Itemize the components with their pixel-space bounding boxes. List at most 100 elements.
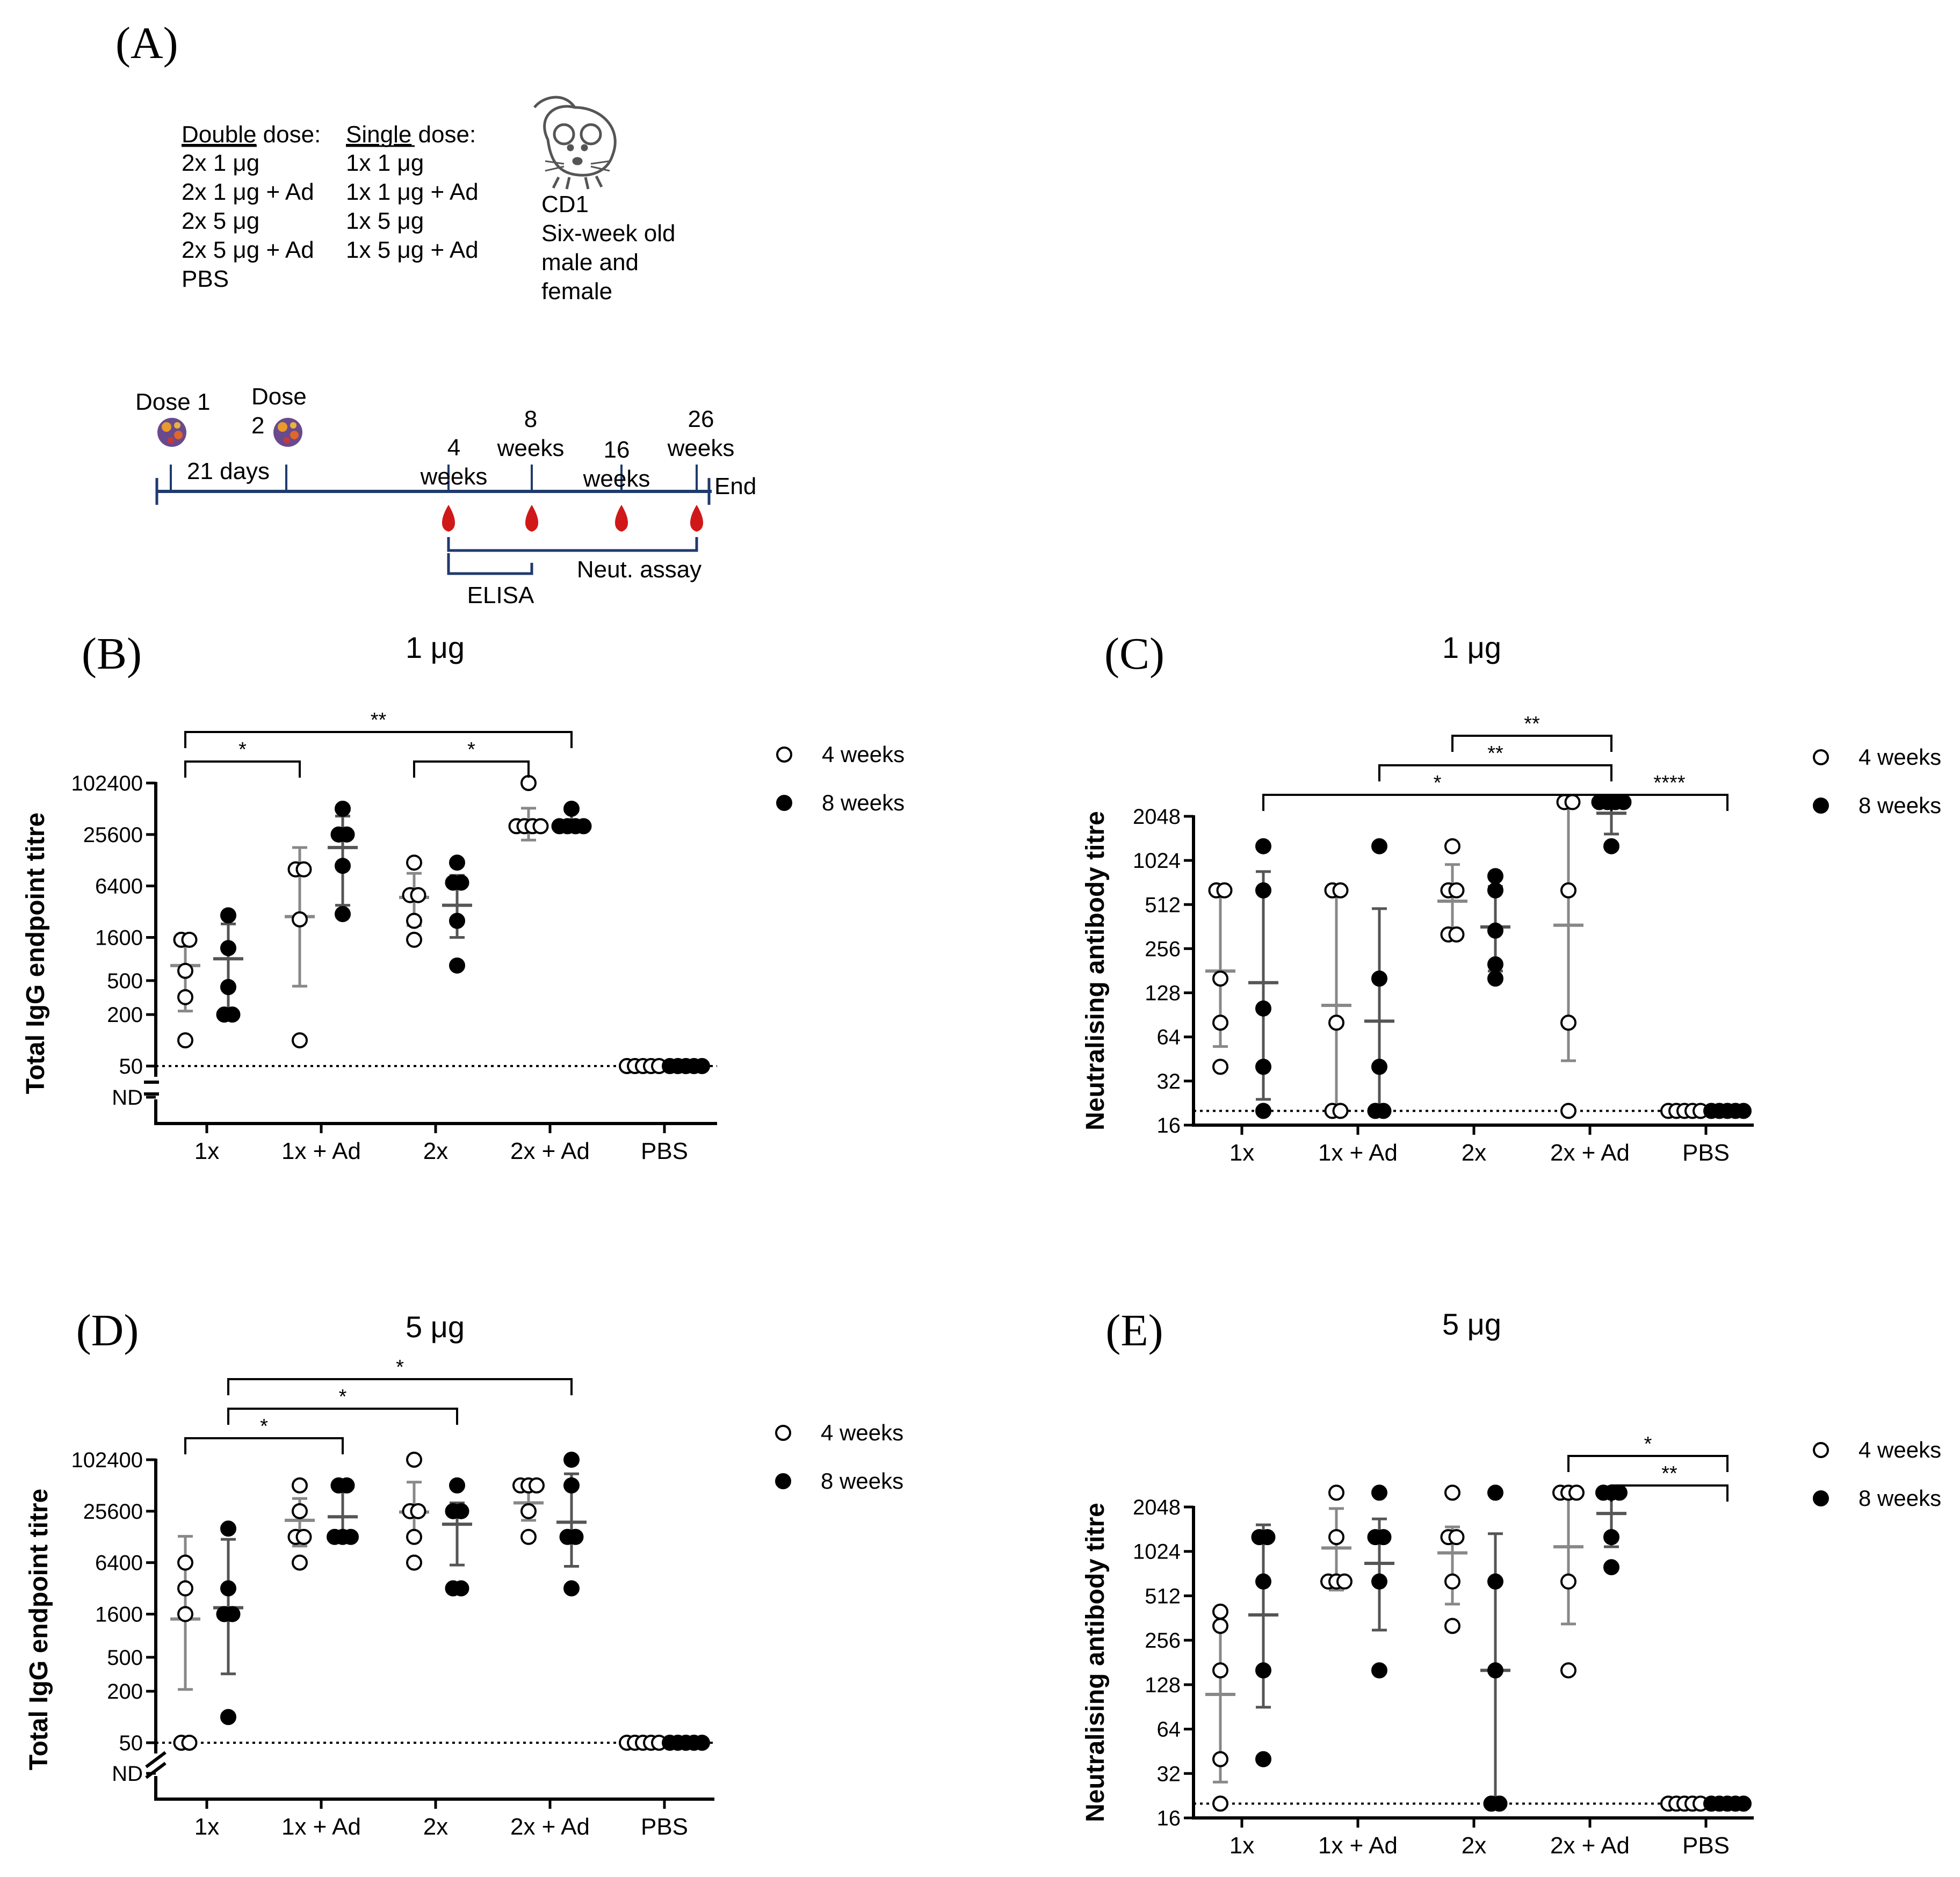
y-tick-label: 2048 (1133, 805, 1181, 829)
data-point-8wk (220, 979, 236, 995)
data-point-8wk (224, 1606, 241, 1622)
data-point-4wk (1216, 882, 1233, 898)
data-point-4wk (1448, 1529, 1465, 1546)
data-point-4wk (177, 1580, 193, 1597)
data-point-4wk (1560, 1103, 1576, 1119)
x-tick-label: 1x + Ad (281, 1814, 361, 1840)
data-point-8wk (1735, 1795, 1752, 1812)
data-point-4wk (177, 1032, 193, 1049)
data-point-8wk (1375, 1529, 1392, 1546)
x-tick-label: 1x + Ad (1318, 1832, 1398, 1859)
significance-label: ** (371, 709, 387, 731)
significance-bracket (1451, 735, 1612, 752)
double-dose-item: PBS (182, 266, 229, 292)
data-point-4wk (1212, 1795, 1228, 1812)
legend-marker-filled (1813, 1490, 1829, 1506)
mouse-icon (533, 96, 617, 190)
chart-title: 5 μg (1442, 1307, 1501, 1341)
data-point-8wk (1487, 1573, 1503, 1590)
mouse-description: CD1 Six-week old male and female (541, 191, 675, 305)
data-point-4wk (1212, 1059, 1228, 1075)
data-point-8wk (224, 1006, 241, 1023)
data-point-8wk (1487, 1662, 1503, 1679)
data-point-8wk (343, 1528, 359, 1545)
data-point-8wk (563, 1580, 580, 1597)
x-tick-label: 2x (423, 1138, 448, 1164)
blood-drop-icon (442, 505, 455, 532)
y-tick-label: 102400 (71, 1448, 143, 1472)
data-point-8wk (1375, 1103, 1392, 1119)
panel-d: (D) 5 μg Total IgG endpoint titre ND 102400 2… (25, 1306, 903, 1840)
neut-bracket (447, 537, 698, 552)
panel-a: (A) Double dose: 2x 1 μg 2x 1 μg + Ad 2x… (115, 18, 756, 608)
data-point-8wk (449, 912, 465, 929)
timeline: Dose 1 Dose 2 21 days End 4 weeks 8 week… (135, 383, 756, 608)
significance-bracket (184, 1437, 344, 1454)
data-point-8wk (220, 1709, 236, 1726)
y-tick-label: 500 (107, 1646, 143, 1670)
y-axis-label: Total IgG endpoint titre (21, 813, 50, 1094)
legend-marker-open (1813, 749, 1829, 765)
virus-icon (157, 418, 186, 447)
y-tick-label: 102400 (71, 772, 143, 795)
y-axis-label: Neutralising antibody titre (1081, 1503, 1110, 1822)
elisa-bracket (447, 553, 533, 575)
data-point-8wk (1603, 1559, 1619, 1576)
data-point-4wk (1564, 794, 1581, 810)
data-point-4wk (1212, 1014, 1228, 1031)
data-point-8wk (449, 854, 465, 871)
x-tick-label: 1x + Ad (1318, 1140, 1398, 1166)
significance-bracket (184, 760, 301, 778)
panel-label: (D) (76, 1306, 139, 1356)
data-point-4wk (177, 1554, 193, 1571)
data-point-4wk (1328, 1484, 1344, 1501)
panel-a-label: (A) (115, 18, 178, 68)
data-point-8wk (567, 1528, 584, 1545)
data-point-4wk (295, 1528, 312, 1545)
data-point-4wk (1444, 1484, 1460, 1501)
double-dose-item: 2x 1 μg + Ad (182, 179, 314, 205)
x-tick-label: 1x (1229, 1140, 1254, 1166)
axis-break-mark (145, 1751, 167, 1769)
y-tick-label: 64 (1157, 1718, 1181, 1742)
x-tick-label: 1x (1229, 1832, 1254, 1859)
data-point-4wk (406, 1528, 422, 1545)
data-point-4wk (292, 1032, 308, 1049)
data-point-4wk (1212, 970, 1228, 987)
y-tick-label: 50 (119, 1731, 143, 1755)
data-point-4wk (1444, 1573, 1460, 1590)
data-point-4wk (1444, 838, 1460, 854)
data-point-4wk (1332, 1103, 1349, 1119)
blood-drops (442, 505, 704, 532)
data-point-8wk (1371, 970, 1387, 987)
double-dose-header-underlined: Double (182, 121, 256, 148)
legend-label: 4 weeks (821, 1420, 903, 1445)
significance-label: * (467, 738, 475, 761)
data-point-4wk (292, 1554, 308, 1571)
single-dose-header-rest: dose: (411, 121, 476, 148)
double-dose-item: 2x 5 μg + Ad (182, 237, 314, 263)
x-tick-label: 2x (1462, 1140, 1486, 1166)
weeks8-word: weeks (497, 435, 565, 461)
data-point-4wk (410, 1503, 426, 1519)
data-point-8wk (1611, 1484, 1628, 1501)
y-tick-label: 500 (107, 969, 143, 993)
x-tick-label: 2x + Ad (1550, 1140, 1630, 1166)
y-tick-label: 50 (119, 1055, 143, 1078)
data-point-4wk (1328, 1014, 1344, 1031)
chart-title: 1 μg (1442, 631, 1501, 664)
data-point-8wk (1371, 838, 1387, 854)
data-point-4wk (177, 1606, 193, 1622)
data-point-8wk (220, 940, 236, 956)
panel-e: (E) 5 μg Neutralising antibody titre 2048 10… (1081, 1306, 1941, 1859)
x-tick-label: PBS (1682, 1832, 1730, 1859)
y-tick-label: 1024 (1133, 849, 1181, 873)
legend-label: 8 weeks (822, 790, 905, 815)
data-point-4wk (406, 912, 422, 929)
data-point-8wk (1615, 794, 1632, 810)
data-point-4wk (292, 911, 308, 927)
data-point-8wk (1255, 838, 1271, 854)
x-tick-label: 2x + Ad (510, 1814, 590, 1840)
x-tick-label: 2x + Ad (1550, 1832, 1630, 1859)
data-point-8wk (1371, 1059, 1387, 1075)
